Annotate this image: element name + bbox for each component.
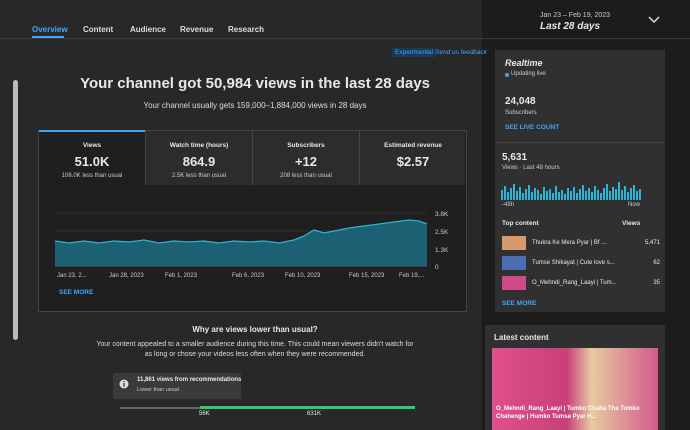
views-label: Views · Last 48 hours (502, 165, 560, 171)
subscriber-label: Subscribers (505, 110, 537, 116)
card-title: 11,861 views from recommendations (137, 377, 242, 383)
views-line (54, 219, 428, 244)
metric-label: Watch time (hours) (169, 142, 229, 149)
top-content-label: Top content (502, 220, 539, 227)
x-tick-label: Jan 28, 2023 (109, 273, 144, 279)
thumbnail (502, 276, 526, 290)
panel-divider (495, 142, 665, 143)
thumbnail (502, 236, 526, 250)
metric-value: +12 (294, 154, 318, 169)
live-count-link[interactable]: SEE LIVE COUNT (505, 124, 560, 131)
video-views: 62 (653, 260, 660, 266)
axis-end: Now (628, 202, 641, 208)
realtime-title: Realtime (505, 58, 543, 68)
tab[interactable]: Revenue (180, 25, 214, 34)
views-count: 5,631 (502, 152, 528, 163)
why-title: Why are views lower than usual? (192, 325, 318, 334)
views-area (55, 220, 427, 266)
live-dot (505, 73, 509, 77)
video-title: O_Mehndi_Rang_Laayi | Tum... (532, 280, 617, 286)
metric-card[interactable]: Subscribers +12 208 less than usual (253, 131, 360, 185)
subscriber-count: 24,048 (505, 96, 536, 107)
tab[interactable]: Audience (130, 25, 167, 34)
metric-value: 51.0K (74, 154, 110, 169)
tab-divider (0, 38, 690, 39)
range-label: 631K (307, 411, 322, 417)
x-tick-label: Feb 19,... (399, 273, 425, 279)
date-range[interactable]: Jan 23 – Feb 19, 2023 (540, 12, 611, 19)
metric-label: Estimated revenue (384, 142, 442, 149)
x-tick-label: Feb 6, 2023 (232, 273, 265, 279)
realtime-bars (501, 182, 641, 200)
feedback-link[interactable]: Send us feedback (435, 49, 488, 56)
page-title: Your channel got 50,984 views in the las… (80, 75, 430, 92)
y-tick-label: 2.5K (435, 229, 449, 236)
metric-note: 108.0K less than usual (61, 173, 123, 179)
top-content-row[interactable]: O_Mehndi_Rang_Laayi | Tum... 35 (502, 276, 660, 292)
range-label: 56K (199, 411, 210, 417)
video-title: Tumse Shikayat | Cute love s... (532, 260, 615, 266)
see-more-link[interactable]: SEE MORE (59, 289, 94, 296)
latest-video-title: O_Mehndi_Rang_Laayi | Tumko Chaha Tha Tu… (496, 406, 640, 420)
video-views: 5,471 (644, 240, 660, 246)
tab[interactable]: Content (83, 25, 114, 34)
views-chart: 3.8K 2.5K 1.3K 0 Jan 23, 2... Jan 28, 20… (54, 211, 449, 296)
metric-card[interactable]: Watch time (hours) 864.9 2.5K less than … (146, 131, 253, 185)
top-content-row[interactable]: Thukra Ke Mera Pyar | Bf ... 5,471 (502, 236, 660, 252)
tab[interactable]: Research (228, 25, 265, 34)
tab-underline (32, 36, 64, 38)
metric-card[interactable]: Views 51.0K 108.0K less than usual (39, 131, 146, 185)
card-note: Lower than usual (137, 387, 179, 393)
metric-note: 2.5K less than usual (171, 173, 227, 179)
metric-value: 864.9 (182, 154, 216, 169)
metric-value: $2.57 (396, 154, 430, 169)
metric-note: 208 less than usual (280, 173, 332, 179)
y-tick-label: 3.8K (435, 211, 449, 218)
info-icon (119, 379, 129, 389)
dropdown-icon[interactable] (648, 16, 660, 24)
video-views: 35 (653, 280, 660, 286)
tab[interactable]: Overview (32, 25, 68, 34)
range-fill (200, 406, 415, 409)
x-tick-label: Feb 10, 2023 (285, 273, 321, 279)
latest-thumbnail[interactable] (492, 348, 658, 430)
selected-indicator (39, 130, 145, 132)
scrollbar (13, 80, 18, 340)
x-tick-label: Feb 1, 2023 (165, 273, 198, 279)
y-tick-label: 0 (435, 264, 439, 271)
x-tick-label: Jan 23, 2... (57, 273, 87, 279)
period[interactable]: Last 28 days (540, 21, 601, 32)
metric-row-bg (145, 131, 465, 185)
metric-label: Subscribers (287, 142, 325, 149)
thumbnail (502, 256, 526, 270)
axis-start: -48h (502, 202, 515, 208)
page-subtitle: Your channel usually gets 159,000–1,884,… (143, 101, 367, 110)
experimental-badge: Experimental (392, 48, 436, 57)
metric-card[interactable]: Estimated revenue $2.57 (360, 131, 466, 185)
views-column-label: Views (622, 220, 641, 227)
recommendation-card (113, 373, 241, 399)
see-more-link[interactable]: SEE MORE (502, 300, 537, 307)
why-body: Your content appealed to a smaller audie… (96, 341, 414, 358)
x-tick-label: Feb 15, 2023 (349, 273, 385, 279)
metric-label: Views (82, 142, 102, 149)
top-content-row[interactable]: Tumse Shikayat | Cute love s... 62 (502, 256, 660, 272)
y-tick-label: 1.3K (435, 247, 449, 254)
video-title: Thukra Ke Mera Pyar | Bf ... (532, 240, 607, 246)
realtime-status: Updating live (511, 71, 546, 77)
latest-title: Latest content (494, 333, 549, 342)
